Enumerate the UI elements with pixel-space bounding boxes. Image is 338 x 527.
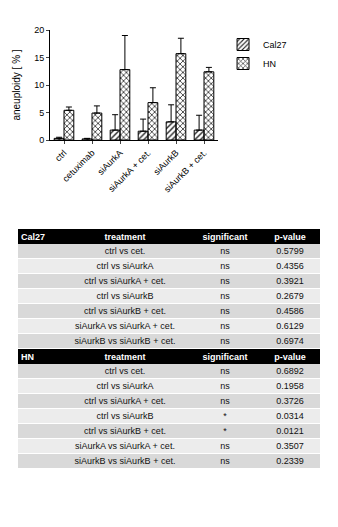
html-text:HN: HN — [21, 351, 34, 362]
html-text:ctrl vs siAurkA + cet.: ctrl vs siAurkA + cet. — [84, 396, 166, 406]
html-text:ns: ns — [220, 336, 230, 346]
html-text:0.3921: 0.3921 — [276, 276, 304, 286]
html-text:siAurkB vs siAurkB + cet.: siAurkB vs siAurkB + cet. — [74, 456, 176, 466]
html-text:0.5799: 0.5799 — [276, 246, 304, 256]
svg-text:cetuximab: cetuximab — [61, 148, 97, 184]
svg-text:Cal27: Cal27 — [263, 40, 287, 50]
html-text:treatment: treatment — [104, 231, 146, 242]
html-text:ctrl vs cet.: ctrl vs cet. — [104, 246, 146, 256]
svg-text:5: 5 — [39, 108, 44, 118]
svg-text:siAurkA + cet.: siAurkA + cet. — [106, 148, 152, 194]
html-text:0.4586: 0.4586 — [276, 306, 304, 316]
html-text:ns: ns — [220, 246, 230, 256]
html-text:0.2679: 0.2679 — [276, 291, 304, 301]
html-text:significant: significant — [202, 231, 248, 242]
svg-text:HN: HN — [263, 59, 276, 69]
html-text:ctrl vs siAurkA: ctrl vs siAurkA — [96, 261, 154, 271]
html-text:p-value: p-value — [274, 351, 306, 362]
html-text:siAurkA vs siAurkA + cet.: siAurkA vs siAurkA + cet. — [75, 441, 175, 451]
html-text:treatment: treatment — [104, 351, 146, 362]
html-text:siAurkA vs siAurkA + cet.: siAurkA vs siAurkA + cet. — [75, 321, 175, 331]
html-text:ctrl vs siAurkB: ctrl vs siAurkB — [96, 291, 154, 301]
html-text:ns: ns — [220, 381, 230, 391]
html-text:ns: ns — [220, 441, 230, 451]
html-text:ns: ns — [220, 321, 230, 331]
html-text:0.2339: 0.2339 — [276, 456, 304, 466]
svg-text:10: 10 — [34, 80, 44, 90]
html-text:Cal27: Cal27 — [21, 231, 45, 242]
svg-text:siAurkA: siAurkA — [96, 148, 125, 177]
html-text:0.4356: 0.4356 — [276, 261, 304, 271]
html-text:ns: ns — [220, 261, 230, 271]
svg-text:15: 15 — [34, 53, 44, 63]
html-text:ns: ns — [220, 456, 230, 466]
html-text:0.0121: 0.0121 — [276, 426, 304, 436]
svg-text:0: 0 — [39, 135, 44, 145]
html-text:0.6129: 0.6129 — [276, 321, 304, 331]
svg-text:20: 20 — [34, 25, 44, 35]
html-text:0.6892: 0.6892 — [276, 366, 304, 376]
html-text:0.1958: 0.1958 — [276, 381, 304, 391]
html-text:ctrl vs cet.: ctrl vs cet. — [104, 366, 146, 376]
html-text:ns: ns — [220, 276, 230, 286]
html-text:ctrl vs siAurkB + cet.: ctrl vs siAurkB + cet. — [84, 426, 166, 436]
html-text:significant: significant — [202, 351, 248, 362]
html-text:ctrl vs siAurkA: ctrl vs siAurkA — [96, 381, 154, 391]
html-text:0.6974: 0.6974 — [276, 336, 304, 346]
html-text:siAurkB vs siAurkB + cet.: siAurkB vs siAurkB + cet. — [74, 336, 176, 346]
html-text:0.3726: 0.3726 — [276, 396, 304, 406]
html-text:ns: ns — [220, 291, 230, 301]
html-text:ctrl vs siAurkB + cet.: ctrl vs siAurkB + cet. — [84, 306, 166, 316]
svg-text:ctrl: ctrl — [53, 148, 69, 164]
html-text:p-value: p-value — [274, 231, 306, 242]
html-text:0.0314: 0.0314 — [276, 411, 304, 421]
html-text:ns: ns — [220, 396, 230, 406]
html-text:ctrl vs siAurkB: ctrl vs siAurkB — [96, 411, 154, 421]
svg-text:siAurkB + cet.: siAurkB + cet. — [162, 148, 209, 195]
svg-text:aneuploidy [ % ]: aneuploidy [ % ] — [11, 49, 22, 120]
html-text:ns: ns — [220, 306, 230, 316]
html-text:ctrl vs siAurkA + cet.: ctrl vs siAurkA + cet. — [84, 276, 166, 286]
html-text:ns: ns — [220, 366, 230, 376]
svg-text:siAurkB: siAurkB — [152, 148, 181, 177]
html-text:0.3507: 0.3507 — [276, 441, 304, 451]
